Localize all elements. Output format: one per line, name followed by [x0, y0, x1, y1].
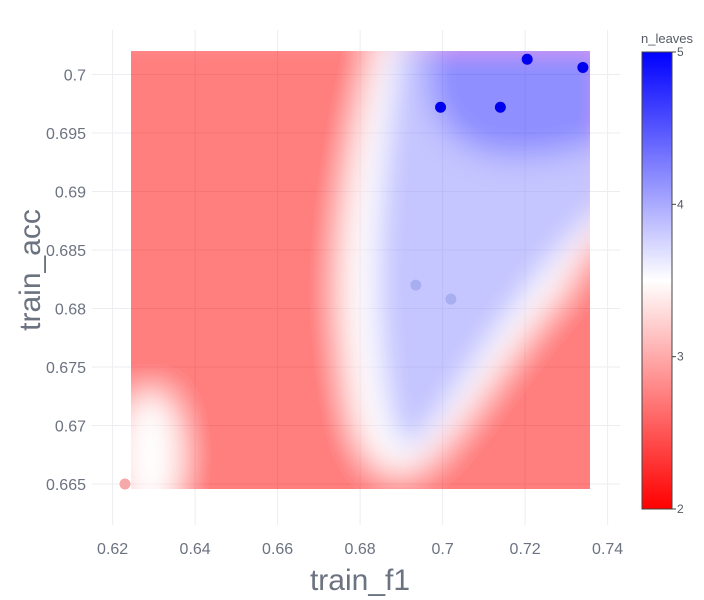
y-tick-labels: 0.665 0.67 0.675 0.68 0.685 0.69 0.695 0.7	[46, 67, 86, 494]
scatter-point[interactable]	[494, 101, 506, 113]
scatter-point[interactable]	[119, 478, 131, 490]
colorbar-gradient	[641, 51, 673, 510]
y-axis-title: train_acc	[14, 209, 47, 331]
colorbar: n_leaves 2 3 4 5	[641, 31, 694, 516]
scatter-point[interactable]	[435, 101, 447, 113]
y-tick-label: 0.695	[46, 126, 86, 143]
scatter-points	[119, 53, 589, 490]
colorbar-tick-label: 4	[677, 197, 684, 211]
x-tick-label: 0.64	[180, 541, 211, 558]
scatter-point[interactable]	[445, 293, 457, 305]
y-tick-label: 0.685	[46, 243, 86, 260]
y-tick-label: 0.7	[64, 67, 86, 84]
scatter-point[interactable]	[521, 53, 533, 65]
y-tick-label: 0.68	[55, 302, 86, 319]
colorbar-tick-labels: 2 3 4 5	[672, 45, 684, 516]
colorbar-title: n_leaves	[641, 31, 694, 46]
y-tick-label: 0.675	[46, 360, 86, 377]
y-tick-label: 0.69	[55, 184, 86, 201]
x-tick-labels: 0.62 0.64 0.66 0.68 0.7 0.72 0.74	[97, 541, 623, 558]
scatter-point[interactable]	[410, 279, 422, 291]
x-tick-label: 0.66	[262, 541, 293, 558]
contour-heatmap	[131, 51, 590, 489]
y-tick-label: 0.67	[55, 419, 86, 436]
x-tick-label: 0.72	[510, 541, 541, 558]
x-tick-label: 0.74	[592, 541, 623, 558]
x-tick-label: 0.68	[345, 541, 376, 558]
colorbar-tick-label: 2	[677, 502, 684, 516]
colorbar-tick-label: 3	[677, 350, 684, 364]
x-axis-title: train_f1	[310, 564, 410, 597]
x-tick-label: 0.62	[97, 541, 128, 558]
colorbar-tick-label: 5	[677, 45, 684, 59]
x-tick-label: 0.7	[432, 541, 454, 558]
scatter-point[interactable]	[577, 61, 589, 73]
y-tick-label: 0.665	[46, 477, 86, 494]
